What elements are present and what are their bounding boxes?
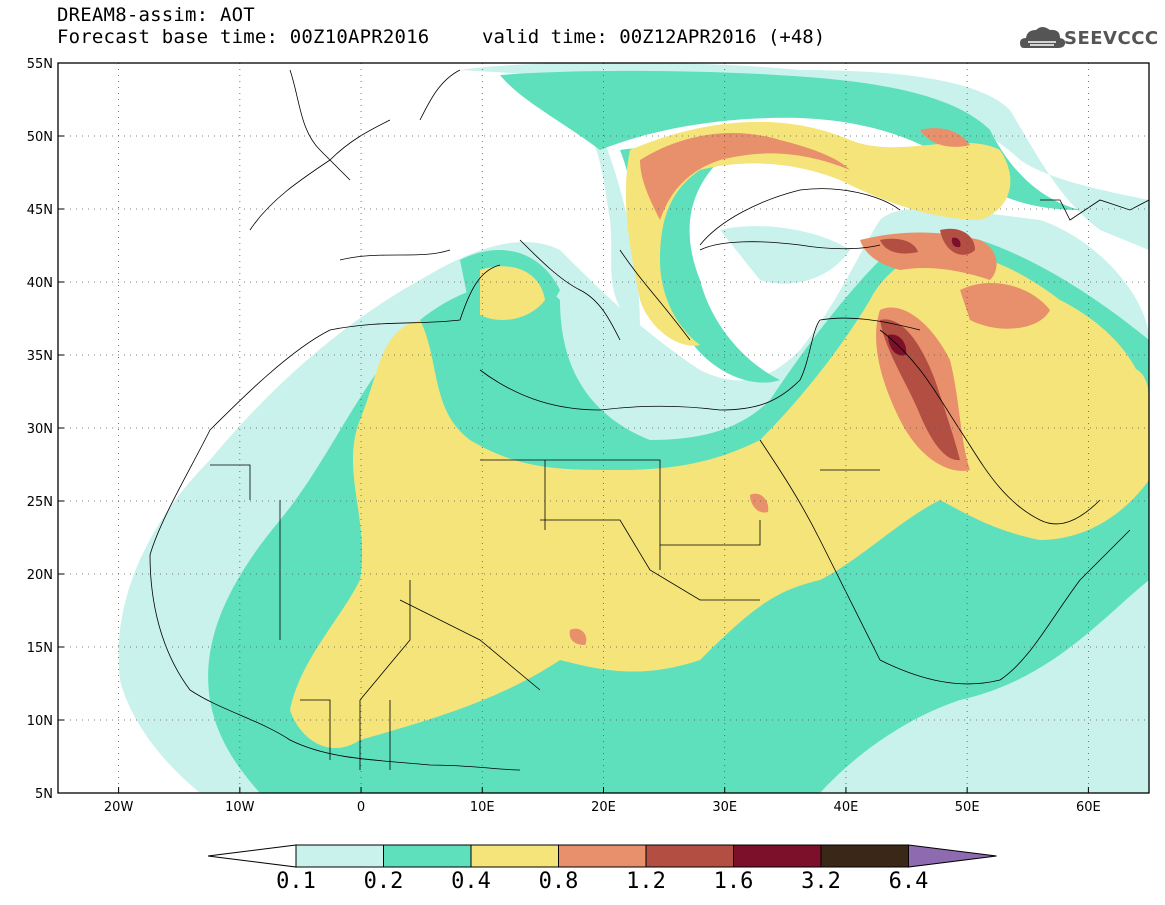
lat-tick-label: 10N xyxy=(27,714,53,729)
colorbar-segment xyxy=(558,844,647,868)
lat-tick-label: 15N xyxy=(27,641,53,656)
colorbar-segment xyxy=(733,844,822,868)
colorbar-label: 1.2 xyxy=(626,869,666,894)
colorbar-segment xyxy=(295,844,384,868)
colorbar-label: 0.8 xyxy=(538,869,579,894)
lon-tick-label: 0 xyxy=(357,800,365,815)
colorbar-max-arrow xyxy=(908,844,997,868)
cloud-logo-icon xyxy=(1020,27,1066,48)
colorbar-label: 0.1 xyxy=(276,869,316,894)
colorbar-label: 3.2 xyxy=(801,869,841,894)
lon-tick-label: 10W xyxy=(225,800,255,815)
lat-tick-label: 30N xyxy=(27,422,53,437)
lat-tick-label: 55N xyxy=(27,57,53,72)
map-title: DREAM8-assim: AOT xyxy=(57,4,255,26)
colorbar xyxy=(207,844,997,868)
lat-tick-label: 40N xyxy=(27,276,53,291)
lat-labels: 5N 10N 15N 20N 25N 30N 35N 40N 45N 50N 55N xyxy=(27,57,64,802)
colorbar-label: 0.2 xyxy=(363,869,404,894)
lon-tick-label: 30E xyxy=(712,800,737,815)
colorbar-label: 1.6 xyxy=(713,869,754,894)
coastlines xyxy=(149,69,1149,771)
colorbar-label: 0.4 xyxy=(451,869,491,894)
valid-time: valid time: 00Z12APR2016 (+48) xyxy=(482,26,826,48)
colorbar-segment xyxy=(470,844,559,868)
colorbar-segment xyxy=(383,844,472,868)
forecast-base-time: Forecast base time: 00Z10APR2016 xyxy=(57,26,430,48)
lon-labels: 20W 10W 0 10E 20E 30E 40E 50E 60E xyxy=(104,787,1101,815)
colorbar-min-arrow xyxy=(207,844,297,868)
lat-tick-label: 25N xyxy=(27,495,53,510)
lat-tick-label: 5N xyxy=(35,787,53,802)
lon-tick-label: 50E xyxy=(955,800,980,815)
lat-tick-label: 20N xyxy=(27,568,53,583)
colorbar-segment xyxy=(820,844,909,868)
lon-tick-label: 60E xyxy=(1076,800,1101,815)
lat-tick-label: 50N xyxy=(27,130,53,145)
lon-tick-label: 20W xyxy=(104,800,134,815)
lon-tick-label: 40E xyxy=(834,800,859,815)
lat-tick-label: 35N xyxy=(27,349,53,364)
logo-text: SEEVCCC xyxy=(1064,28,1159,49)
lon-tick-label: 10E xyxy=(470,800,495,815)
lat-tick-label: 45N xyxy=(27,203,53,218)
lon-tick-label: 20E xyxy=(591,800,616,815)
colorbar-label: 6.4 xyxy=(888,869,929,894)
colorbar-segment xyxy=(645,844,734,868)
